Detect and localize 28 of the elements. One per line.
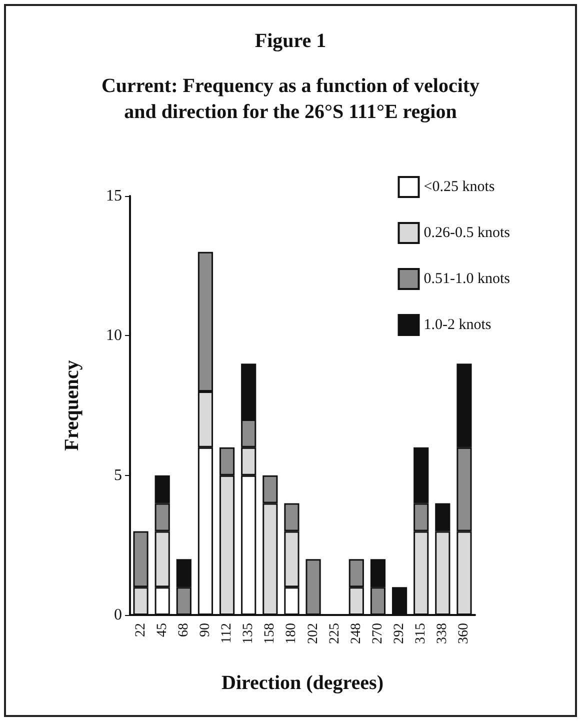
x-tick-label: 135 — [241, 623, 256, 644]
legend-label: 0.26-0.5 knots — [424, 225, 510, 241]
y-tick-label: 15 — [106, 188, 122, 204]
y-tick-label: 10 — [106, 327, 122, 344]
x-tick-label: 248 — [348, 623, 364, 644]
legend-label: <0.25 knots — [424, 179, 495, 195]
x-tick-label: 315 — [414, 623, 429, 644]
chart-title: Figure 1 — [254, 30, 326, 52]
x-tick-label: 292 — [392, 623, 408, 644]
x-tick-label: 180 — [284, 623, 300, 644]
x-tick-label: 90 — [198, 623, 213, 637]
y-tick-label: 5 — [114, 466, 122, 484]
x-tick-label: 202 — [306, 623, 321, 644]
x-tick-label: 45 — [154, 623, 170, 637]
x-tick-label: 158 — [262, 623, 278, 644]
y-tick-label: 0 — [114, 606, 122, 624]
legend-label: 0.51-1.0 knots — [424, 271, 510, 287]
y-axis-title: Frequency — [61, 360, 83, 451]
x-tick-label: 22 — [133, 623, 148, 637]
x-tick-label: 270 — [370, 623, 386, 644]
x-tick-label: 225 — [327, 623, 342, 644]
legend-label: 1.0-2 knots — [424, 317, 492, 333]
x-tick-label: 360 — [456, 623, 472, 644]
chart-subtitle: Current: Frequency as a function of velocity and direction for the 26°S 111°E region — [101, 75, 480, 123]
x-tick-label: 112 — [220, 623, 235, 644]
x-tick-label: 68 — [176, 623, 192, 637]
x-axis-title: Direction (degrees) — [222, 672, 384, 694]
x-tick-label: 338 — [435, 623, 450, 644]
